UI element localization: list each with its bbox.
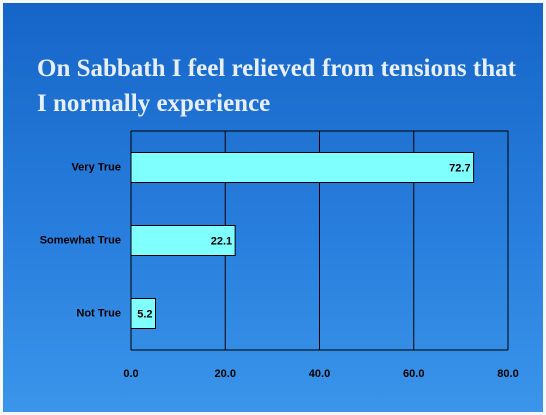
x-tick-label: 40.0 <box>309 368 330 380</box>
data-label: 22.1 <box>211 235 232 247</box>
slide-title: On Sabbath I feel relieved from tensions… <box>37 55 516 117</box>
data-label: 5.2 <box>137 308 152 320</box>
data-label: 72.7 <box>449 162 470 174</box>
chart: 0.0 20.0 40.0 60.0 80.0 Very True 72.7 Somewhat… <box>40 130 519 380</box>
bar <box>130 225 236 256</box>
y-tick-label: Very True <box>71 161 121 173</box>
x-tick-label: 20.0 <box>215 368 236 380</box>
x-tick-label: 80.0 <box>497 368 518 380</box>
bar <box>130 298 157 329</box>
y-tick-label: Not True <box>76 307 121 319</box>
x-tick-label: 0.0 <box>123 368 138 380</box>
y-tick-label: Somewhat True <box>40 234 121 246</box>
bar <box>130 152 475 183</box>
x-tick-label: 60.0 <box>403 368 424 380</box>
